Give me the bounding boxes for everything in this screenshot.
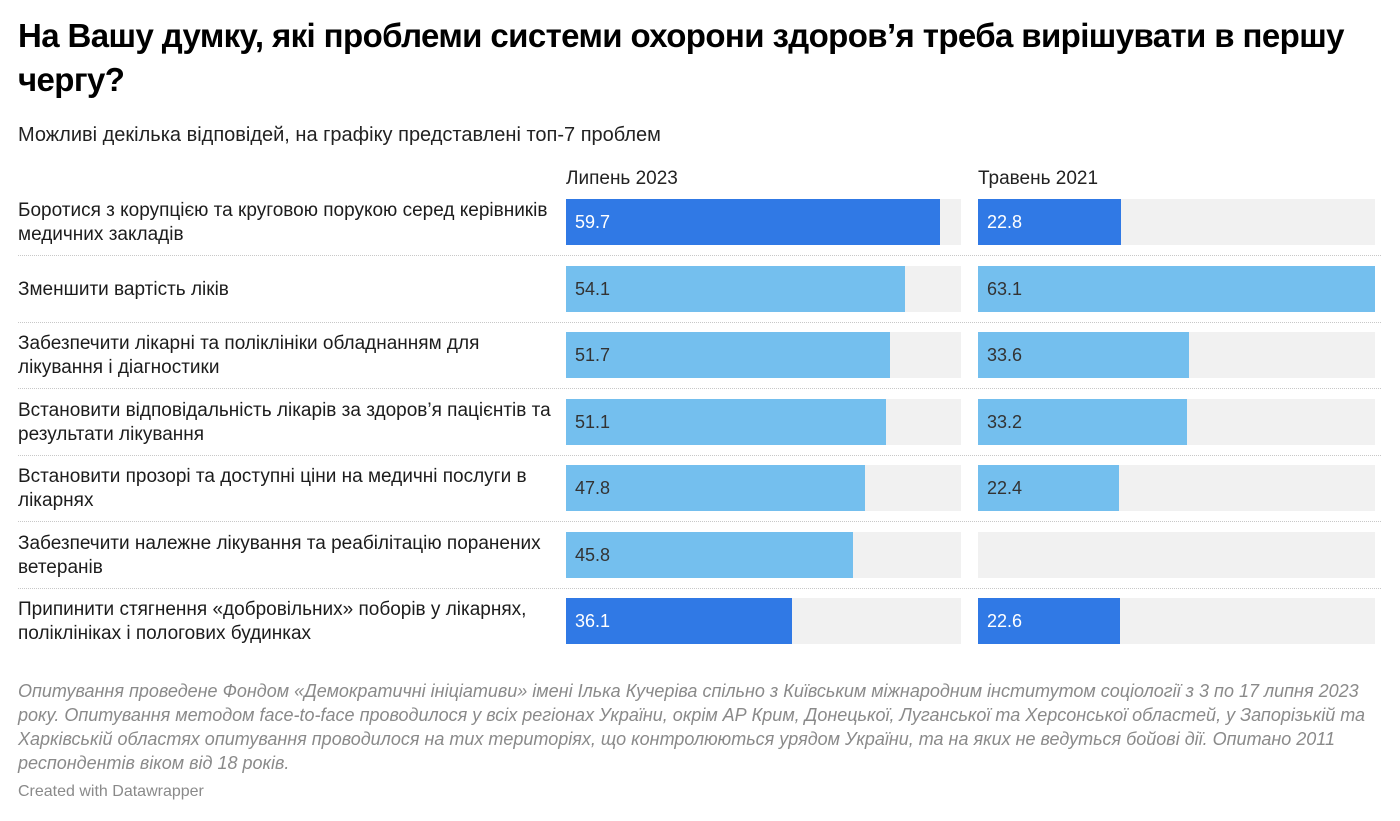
row-divider — [18, 388, 1381, 389]
bar-track: 33.6 — [978, 332, 1375, 378]
bar-track: 22.6 — [978, 598, 1375, 644]
row-divider — [18, 322, 1381, 323]
bar-2021[interactable] — [978, 598, 1121, 644]
bar-value-label: 36.1 — [575, 611, 611, 631]
bar-track: 22.4 — [978, 465, 1375, 511]
bar-value-label: 22.4 — [987, 478, 1023, 498]
row-divider — [18, 255, 1381, 256]
bar-2021[interactable] — [978, 465, 1119, 511]
column-header-2023: Липень 2023 — [566, 168, 678, 189]
bar-value-label: 45.8 — [575, 545, 611, 565]
datawrapper-credit[interactable]: Created with Datawrapper — [18, 783, 204, 800]
bar-value-label: 22.6 — [987, 611, 1023, 631]
bar-value-label: 47.8 — [575, 478, 611, 498]
bar-value-label: 59.7 — [575, 212, 611, 232]
row-divider — [18, 455, 1381, 456]
chart-subtitle: Можливі декілька відповідей, на графіку … — [18, 124, 661, 146]
bar-track: 63.1 — [978, 266, 1375, 312]
footer-note: Опитування проведене Фондом «Демократичн… — [18, 681, 1366, 773]
bar-track — [978, 532, 1375, 578]
bar-2023[interactable] — [566, 532, 853, 578]
bar-value-label: 33.2 — [987, 412, 1023, 432]
category-label: Забезпечити лікарні та поліклініки облад… — [18, 332, 480, 378]
bar-track: 45.8 — [566, 532, 961, 578]
chart-title: На Вашу думку, які проблеми системи охор… — [18, 17, 1344, 98]
bar-value-label: 63.1 — [987, 279, 1023, 299]
bar-row: Забезпечити належне лікування та реабілі… — [18, 532, 1381, 598]
category-label: Боротися з корупцією та круговою порукою… — [18, 199, 548, 245]
bar-track: 47.8 — [566, 465, 961, 511]
bar-2021[interactable] — [978, 332, 1190, 378]
bar-2023[interactable] — [566, 465, 866, 511]
category-label: Встановити прозорі та доступні ціни на м… — [18, 465, 527, 511]
bar-track: 54.1 — [566, 266, 961, 312]
bar-value-label: 51.1 — [575, 412, 611, 432]
bar-2023[interactable] — [566, 598, 792, 644]
category-label: Зменшити вартість ліків — [18, 278, 229, 300]
bar-2023[interactable] — [566, 199, 940, 245]
bar-track: 51.7 — [566, 332, 961, 378]
bar-2023[interactable] — [566, 266, 905, 312]
row-divider — [18, 521, 1381, 522]
bar-value-label: 22.8 — [987, 212, 1023, 232]
bar-2023[interactable] — [566, 332, 890, 378]
bar-track: 51.1 — [566, 399, 961, 445]
bar-row: Припинити стягнення «добровільних» побор… — [18, 598, 1381, 664]
bar-row: Боротися з корупцією та круговою порукою… — [18, 199, 1381, 265]
bar-track: 36.1 — [566, 598, 961, 644]
bar-2021[interactable] — [978, 199, 1122, 245]
bar-track: 22.8 — [978, 199, 1375, 245]
bar-track: 59.7 — [566, 199, 961, 245]
bar-row: Забезпечити лікарні та поліклініки облад… — [18, 332, 1381, 398]
bar-value-label: 33.6 — [987, 345, 1023, 365]
category-label: Забезпечити належне лікування та реабілі… — [18, 532, 541, 578]
category-label: Встановити відповідальність лікарів за з… — [18, 399, 551, 445]
bar-row: Встановити прозорі та доступні ціни на м… — [18, 465, 1381, 531]
bar-track: 33.2 — [978, 399, 1375, 445]
bar-value-label: 51.7 — [575, 345, 611, 365]
column-header-2021: Травень 2021 — [978, 168, 1099, 189]
bar-row: Зменшити вартість ліків 54.1 63.1 — [18, 266, 1381, 332]
category-label: Припинити стягнення «добровільних» побор… — [18, 598, 527, 644]
bar-row: Встановити відповідальність лікарів за з… — [18, 399, 1381, 465]
bar-2021[interactable] — [978, 399, 1187, 445]
bar-2023[interactable] — [566, 399, 886, 445]
row-divider — [18, 588, 1381, 589]
bar-value-label: 54.1 — [575, 279, 611, 299]
bar-2021[interactable] — [978, 266, 1375, 312]
